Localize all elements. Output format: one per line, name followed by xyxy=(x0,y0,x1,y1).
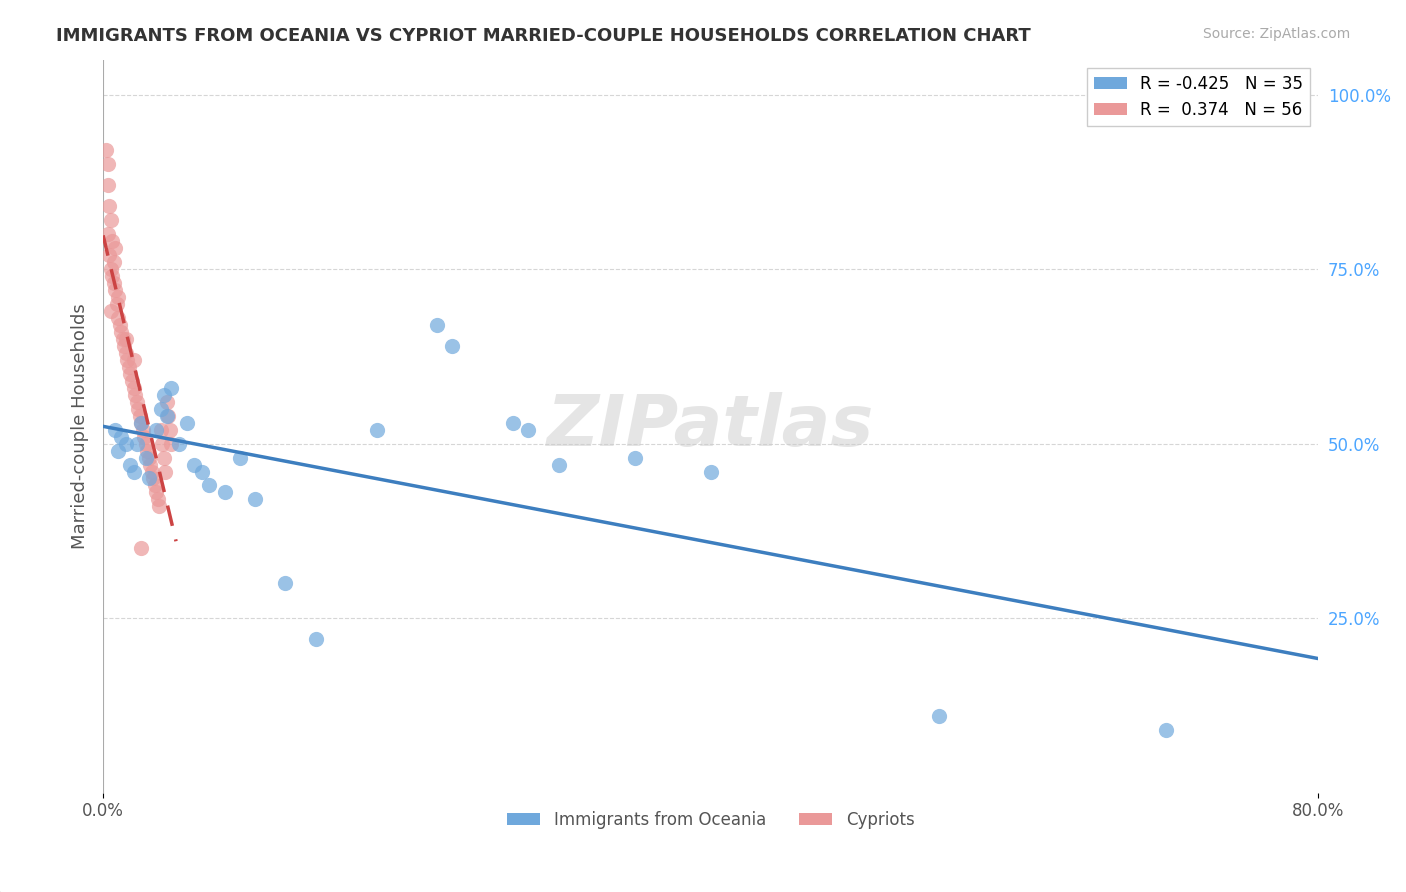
Point xyxy=(135,436,157,450)
Point xyxy=(502,416,524,430)
Point xyxy=(148,500,170,514)
Point xyxy=(136,443,159,458)
Point xyxy=(103,255,125,269)
Point xyxy=(124,388,146,402)
Point xyxy=(146,492,169,507)
Point xyxy=(135,450,157,465)
Point xyxy=(160,381,183,395)
Point xyxy=(115,346,138,360)
Point xyxy=(117,352,139,367)
Point xyxy=(128,409,150,423)
Legend: Immigrants from Oceania, Cypriots: Immigrants from Oceania, Cypriots xyxy=(501,805,921,836)
Point xyxy=(153,388,176,402)
Point xyxy=(98,248,121,262)
Point xyxy=(125,436,148,450)
Point xyxy=(111,332,134,346)
Point xyxy=(176,416,198,430)
Point xyxy=(110,325,132,339)
Point xyxy=(115,436,138,450)
Point xyxy=(139,458,162,472)
Point xyxy=(104,423,127,437)
Point xyxy=(100,304,122,318)
Point xyxy=(127,401,149,416)
Point xyxy=(120,458,142,472)
Point xyxy=(125,394,148,409)
Point xyxy=(198,478,221,492)
Point xyxy=(426,318,449,332)
Point xyxy=(120,367,142,381)
Point xyxy=(155,465,177,479)
Point xyxy=(107,310,129,325)
Point xyxy=(129,416,152,430)
Point xyxy=(110,429,132,443)
Point xyxy=(122,352,145,367)
Point xyxy=(149,401,172,416)
Point xyxy=(159,423,181,437)
Point xyxy=(121,374,143,388)
Point xyxy=(101,234,124,248)
Point xyxy=(366,423,388,437)
Point xyxy=(229,450,252,465)
Point xyxy=(156,409,179,423)
Point xyxy=(517,423,540,437)
Text: IMMIGRANTS FROM OCEANIA VS CYPRIOT MARRIED-COUPLE HOUSEHOLDS CORRELATION CHART: IMMIGRANTS FROM OCEANIA VS CYPRIOT MARRI… xyxy=(56,27,1031,45)
Point xyxy=(928,709,950,723)
Point xyxy=(97,178,120,193)
Point xyxy=(145,485,167,500)
Point xyxy=(138,450,160,465)
Point xyxy=(97,227,120,241)
Point xyxy=(183,458,205,472)
Point xyxy=(167,436,190,450)
Point xyxy=(112,339,135,353)
Point xyxy=(129,541,152,556)
Point xyxy=(243,492,266,507)
Point xyxy=(153,450,176,465)
Point xyxy=(122,465,145,479)
Point xyxy=(305,632,328,646)
Point xyxy=(105,297,128,311)
Point xyxy=(699,465,721,479)
Text: ZIPatlas: ZIPatlas xyxy=(547,392,875,460)
Point xyxy=(142,471,165,485)
Point xyxy=(107,290,129,304)
Point xyxy=(118,359,141,374)
Point xyxy=(129,416,152,430)
Point xyxy=(100,262,122,277)
Point xyxy=(150,436,173,450)
Text: Source: ZipAtlas.com: Source: ZipAtlas.com xyxy=(1202,27,1350,41)
Point xyxy=(108,318,131,332)
Point xyxy=(96,144,118,158)
Point xyxy=(156,394,179,409)
Point xyxy=(547,458,569,472)
Point xyxy=(1156,723,1178,737)
Point xyxy=(160,436,183,450)
Point xyxy=(101,268,124,283)
Y-axis label: Married-couple Households: Married-couple Households xyxy=(72,303,89,549)
Point xyxy=(623,450,645,465)
Point xyxy=(104,283,127,297)
Point xyxy=(134,429,156,443)
Point xyxy=(98,199,121,213)
Point xyxy=(115,332,138,346)
Point xyxy=(141,465,163,479)
Point xyxy=(149,423,172,437)
Point xyxy=(103,276,125,290)
Point xyxy=(143,478,166,492)
Point xyxy=(107,443,129,458)
Point xyxy=(104,241,127,255)
Point xyxy=(274,576,297,591)
Point xyxy=(441,339,464,353)
Point xyxy=(145,423,167,437)
Point xyxy=(100,213,122,227)
Point xyxy=(157,409,180,423)
Point xyxy=(131,423,153,437)
Point xyxy=(214,485,236,500)
Point xyxy=(97,157,120,171)
Point xyxy=(191,465,214,479)
Point xyxy=(138,471,160,485)
Point xyxy=(122,381,145,395)
